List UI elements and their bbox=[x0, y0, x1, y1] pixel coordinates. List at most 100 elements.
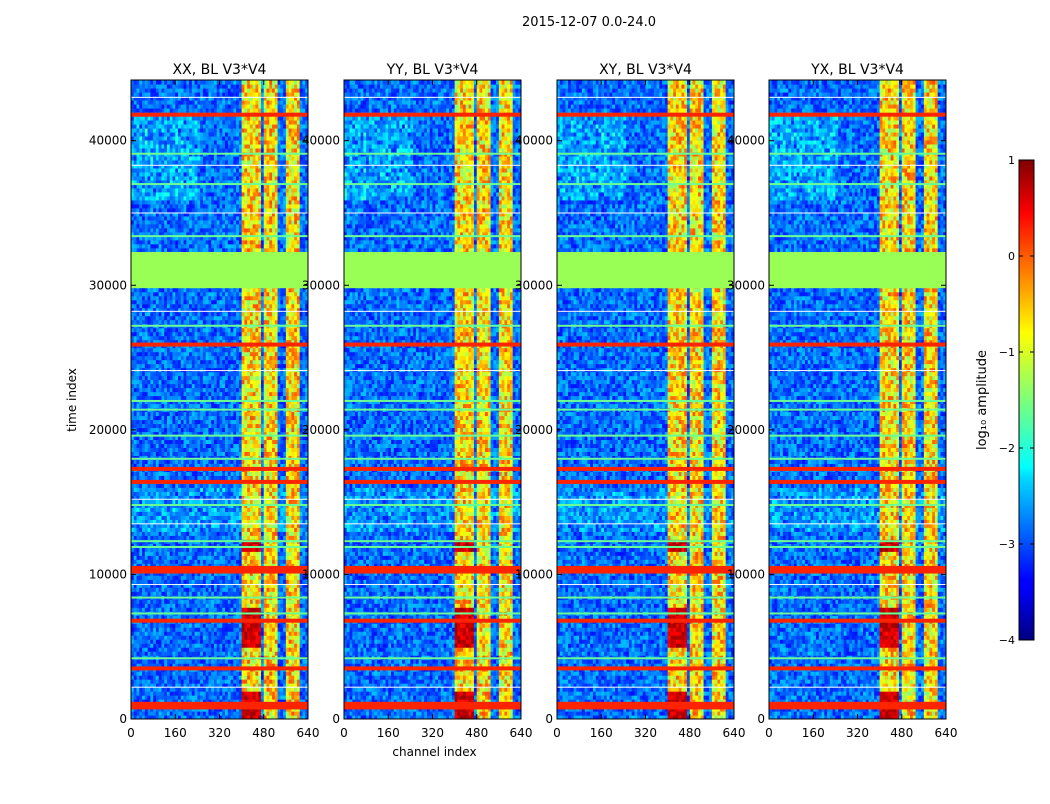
rfi-time-line bbox=[131, 546, 308, 548]
rfi-time-row bbox=[769, 666, 946, 670]
x-tick-label: 480 bbox=[678, 726, 701, 740]
panels-layer: XX, BL V3*V4 0 160 320 480 640 0 10000 20000 3000… bbox=[65, 62, 957, 759]
flagged-band bbox=[557, 252, 734, 288]
rfi-time-row bbox=[131, 666, 308, 670]
rfi-time-row bbox=[131, 570, 308, 574]
y-tick-label: 40000 bbox=[89, 134, 127, 148]
heatmap-image bbox=[769, 80, 947, 720]
rfi-time-row bbox=[344, 566, 521, 570]
colorbar-label: log₁₀ amplitude bbox=[975, 350, 990, 450]
rfi-time-row bbox=[344, 480, 521, 484]
panel-title: YY, BL V3*V4 bbox=[386, 62, 479, 78]
colorbar-tick-label: −3 bbox=[999, 538, 1015, 551]
rfi-time-line bbox=[344, 435, 521, 437]
rfi-time-line bbox=[131, 409, 308, 411]
rfi-time-line bbox=[344, 597, 521, 599]
rfi-time-line bbox=[557, 540, 734, 542]
y-tick-label: 30000 bbox=[515, 278, 553, 292]
rfi-time-line bbox=[769, 540, 946, 542]
x-tick-label: 160 bbox=[164, 726, 187, 740]
x-axis-label: channel index bbox=[392, 745, 476, 759]
rfi-time-row bbox=[344, 705, 521, 709]
y-tick-label: 0 bbox=[332, 712, 340, 726]
rfi-time-row bbox=[769, 619, 946, 623]
rfi-time-line bbox=[131, 540, 308, 542]
panel-title: XY, BL V3*V4 bbox=[599, 62, 692, 78]
x-tick-label: 640 bbox=[723, 726, 746, 740]
rfi-time-line bbox=[769, 400, 946, 402]
x-tick-label: 320 bbox=[846, 726, 869, 740]
y-axis-label: time index bbox=[65, 368, 79, 432]
rfi-time-line bbox=[344, 400, 521, 402]
rfi-time-line bbox=[344, 657, 521, 659]
rfi-time-line bbox=[344, 540, 521, 542]
x-tick-label: 640 bbox=[297, 726, 320, 740]
rfi-time-row bbox=[344, 619, 521, 623]
rfi-time-row bbox=[557, 702, 734, 706]
rfi-time-line bbox=[769, 235, 946, 237]
rfi-time-line bbox=[131, 183, 308, 185]
rfi-time-row bbox=[557, 566, 734, 570]
x-tick-label: 640 bbox=[935, 726, 958, 740]
rfi-time-row bbox=[557, 343, 734, 347]
rfi-time-row bbox=[131, 619, 308, 623]
rfi-time-line bbox=[557, 183, 734, 185]
y-tick-label: 10000 bbox=[89, 567, 127, 581]
rfi-time-row bbox=[557, 619, 734, 623]
rfi-time-line bbox=[344, 153, 521, 155]
rfi-time-line bbox=[131, 435, 308, 437]
rfi-time-line bbox=[557, 409, 734, 411]
rfi-time-line bbox=[769, 435, 946, 437]
x-tick-label: 320 bbox=[634, 726, 657, 740]
y-tick-label: 40000 bbox=[515, 134, 553, 148]
rfi-time-row bbox=[557, 113, 734, 117]
colorbar-gradient bbox=[1019, 160, 1034, 640]
x-tick-label: 320 bbox=[421, 726, 444, 740]
x-tick-label: 0 bbox=[127, 726, 135, 740]
rfi-time-line bbox=[557, 546, 734, 548]
rfi-time-row bbox=[131, 343, 308, 347]
colorbar-tick-label: −1 bbox=[999, 346, 1015, 359]
rfi-time-line bbox=[131, 235, 308, 237]
rfi-time-row bbox=[344, 666, 521, 670]
heatmap-image bbox=[131, 80, 309, 720]
rfi-time-line bbox=[769, 597, 946, 599]
rfi-time-line bbox=[769, 657, 946, 659]
rfi-time-line bbox=[557, 458, 734, 460]
y-tick-label: 40000 bbox=[302, 134, 340, 148]
flagged-band bbox=[769, 252, 946, 288]
rfi-time-line bbox=[344, 504, 521, 506]
rfi-time-line bbox=[557, 612, 734, 614]
flagged-band bbox=[131, 252, 308, 288]
x-tick-label: 480 bbox=[465, 726, 488, 740]
rfi-time-row bbox=[769, 113, 946, 117]
panel-title: XX, BL V3*V4 bbox=[173, 62, 267, 78]
colorbar-tick-label: 0 bbox=[1008, 250, 1015, 263]
rfi-time-line bbox=[131, 400, 308, 402]
rfi-time-line bbox=[131, 458, 308, 460]
rfi-time-line bbox=[131, 612, 308, 614]
rfi-time-row bbox=[769, 570, 946, 574]
y-tick-label: 20000 bbox=[89, 423, 127, 437]
y-tick-label: 20000 bbox=[515, 423, 553, 437]
rfi-time-row bbox=[131, 705, 308, 709]
y-tick-label: 10000 bbox=[727, 567, 765, 581]
rfi-time-row bbox=[344, 467, 521, 471]
y-tick-label: 30000 bbox=[727, 278, 765, 292]
rfi-time-row bbox=[344, 702, 521, 706]
panel-title: YX, BL V3*V4 bbox=[810, 62, 904, 78]
rfi-time-line bbox=[344, 612, 521, 614]
x-tick-label: 480 bbox=[252, 726, 275, 740]
rfi-time-line bbox=[769, 409, 946, 411]
rfi-time-line bbox=[131, 504, 308, 506]
rfi-time-row bbox=[131, 702, 308, 706]
y-tick-label: 20000 bbox=[727, 423, 765, 437]
rfi-time-line bbox=[557, 400, 734, 402]
rfi-time-line bbox=[769, 458, 946, 460]
rfi-time-line bbox=[557, 435, 734, 437]
rfi-time-row bbox=[344, 113, 521, 117]
colorbar-tick-label: 1 bbox=[1008, 154, 1015, 167]
rfi-time-line bbox=[131, 325, 308, 327]
rfi-time-row bbox=[557, 705, 734, 709]
